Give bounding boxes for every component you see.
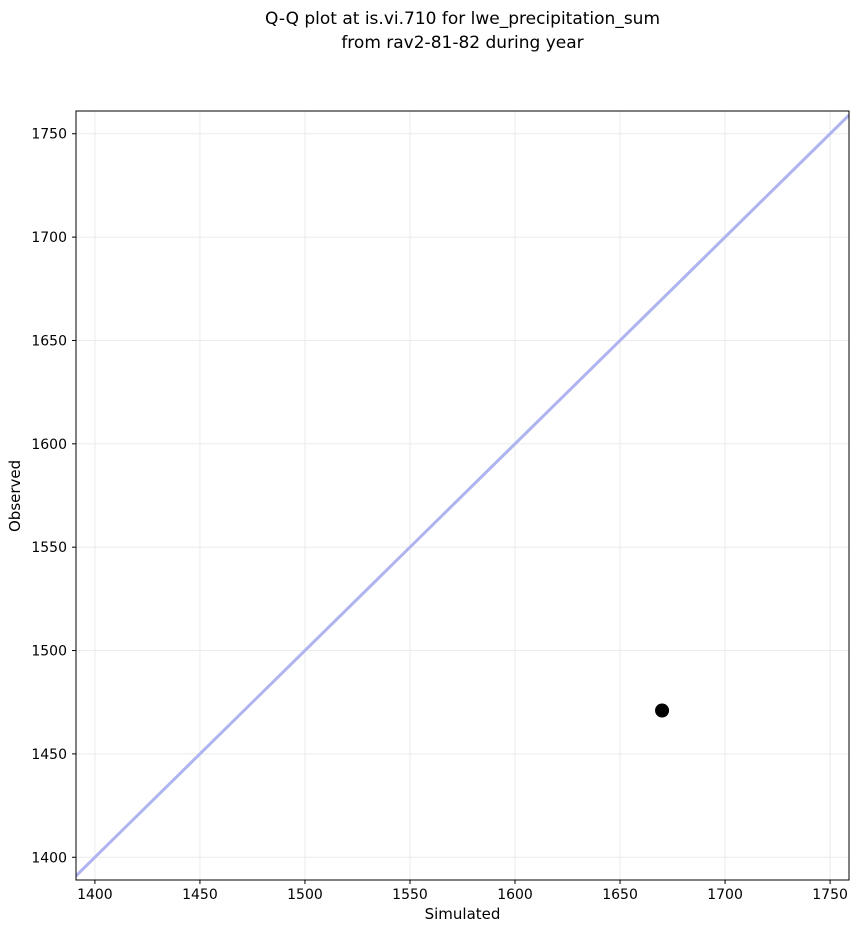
y-tick-label: 1650 <box>31 333 67 349</box>
chart-title-line2: from rav2-81-82 during year <box>341 33 584 53</box>
y-tick-label: 1700 <box>31 230 67 246</box>
x-tick-label: 1500 <box>287 887 323 903</box>
y-tick-label: 1600 <box>31 437 67 453</box>
x-tick-label: 1650 <box>602 887 638 903</box>
y-tick-label: 1750 <box>31 127 67 143</box>
plot-spines <box>75 110 850 881</box>
chart-title-line1: Q-Q plot at is.vi.710 for lwe_precipitat… <box>264 9 661 29</box>
x-tick-label: 1400 <box>77 887 113 903</box>
x-tick-label: 1550 <box>392 887 428 903</box>
x-axis-label: Simulated <box>424 905 501 923</box>
x-tick-label: 1450 <box>182 887 218 903</box>
x-tick-label: 1750 <box>812 887 848 903</box>
chart-title: Q-Q plot at is.vi.710 for lwe_precipitat… <box>76 7 849 55</box>
y-axis-label: Observed <box>6 459 24 532</box>
x-tick-label: 1700 <box>707 887 743 903</box>
y-tick-label: 1500 <box>31 644 67 660</box>
x-tick-label: 1600 <box>497 887 533 903</box>
qq-data-point <box>655 703 670 718</box>
identity-reference-line <box>76 113 849 878</box>
y-tick-label: 1550 <box>31 540 67 556</box>
y-tick-label: 1450 <box>31 747 67 763</box>
y-tick-label: 1400 <box>31 850 67 866</box>
